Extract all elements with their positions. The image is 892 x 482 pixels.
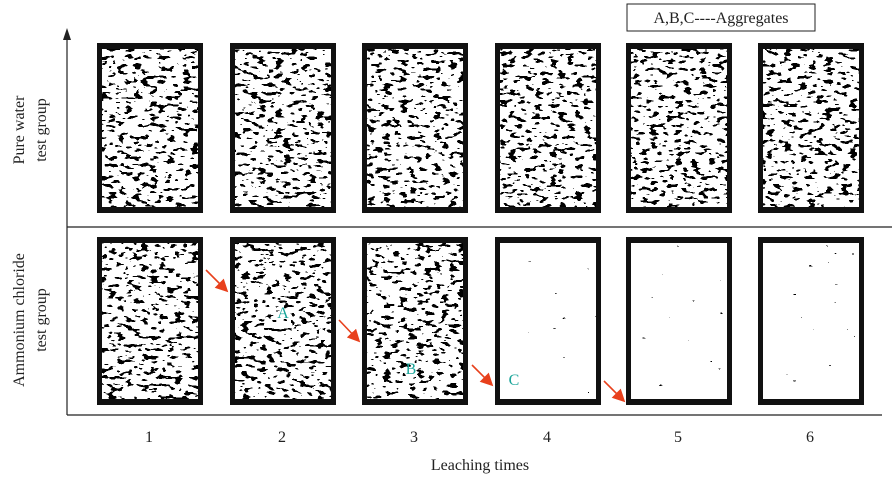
x-axis-label: Leaching times [431,457,529,474]
marker-label: B [406,361,417,378]
marker-label: C [509,372,520,389]
column-label: 1 [145,429,153,446]
legend-box [626,3,816,32]
column-label: 2 [278,429,286,446]
panel-texture [367,49,463,207]
arrows [205,269,626,403]
axis-arrow [63,28,71,40]
marker-label: A [277,305,289,322]
panel-texture [500,243,596,399]
row-label: test group [33,288,50,352]
row-label: test group [33,98,50,162]
row-label: Ammonium chloride [11,253,28,387]
panel-texture [235,49,331,207]
column-label: 5 [674,429,682,446]
panel-texture [763,49,859,207]
panel-texture [631,243,727,399]
panel-texture [102,243,198,399]
panel-texture [500,49,596,207]
panels [97,43,864,405]
panel-texture [235,243,331,399]
panel-texture [631,49,727,207]
row-label: Pure water [11,95,28,165]
legend: A,B,C----Aggregates [653,10,788,27]
panel-texture [102,49,198,207]
column-label: 4 [543,429,551,446]
column-label: 3 [410,429,418,446]
column-label: 6 [806,429,814,446]
panel-texture [367,243,463,399]
panel-texture [763,243,859,399]
